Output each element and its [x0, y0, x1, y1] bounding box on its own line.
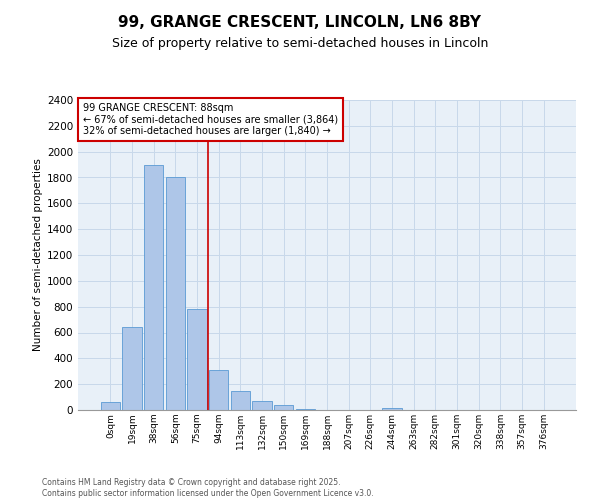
- Bar: [101, 402, 120, 410]
- Text: 99, GRANGE CRESCENT, LINCOLN, LN6 8BY: 99, GRANGE CRESCENT, LINCOLN, LN6 8BY: [119, 15, 482, 30]
- Bar: [122, 328, 142, 410]
- Bar: [209, 370, 229, 410]
- Y-axis label: Number of semi-detached properties: Number of semi-detached properties: [33, 158, 43, 352]
- Bar: [187, 309, 207, 410]
- Bar: [296, 408, 315, 410]
- Bar: [252, 401, 272, 410]
- Bar: [230, 390, 250, 410]
- Bar: [144, 164, 163, 410]
- Bar: [166, 178, 185, 410]
- Text: Size of property relative to semi-detached houses in Lincoln: Size of property relative to semi-detach…: [112, 38, 488, 51]
- Bar: [274, 406, 293, 410]
- Text: Contains HM Land Registry data © Crown copyright and database right 2025.
Contai: Contains HM Land Registry data © Crown c…: [42, 478, 374, 498]
- Text: 99 GRANGE CRESCENT: 88sqm
← 67% of semi-detached houses are smaller (3,864)
32% : 99 GRANGE CRESCENT: 88sqm ← 67% of semi-…: [83, 103, 338, 136]
- Bar: [382, 408, 402, 410]
